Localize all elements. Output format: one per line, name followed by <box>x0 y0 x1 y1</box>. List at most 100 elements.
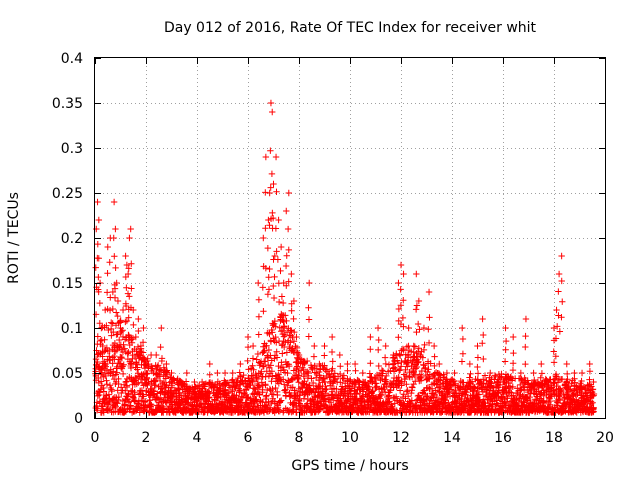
roti-peak-point <box>550 324 558 332</box>
roti-point <box>459 350 467 357</box>
roti-point <box>305 333 312 340</box>
roti-point <box>417 374 424 382</box>
roti-point <box>118 328 125 335</box>
roti-point <box>416 326 423 333</box>
roti-point <box>213 382 221 389</box>
roti-point <box>435 370 443 377</box>
roti-point <box>114 312 121 320</box>
roti-point <box>280 333 288 340</box>
roti-point <box>273 348 280 355</box>
x-tick-label: 20 <box>596 430 614 446</box>
roti-peak-point <box>270 180 277 188</box>
roti-point <box>158 357 166 365</box>
roti-point <box>122 387 129 394</box>
roti-point <box>267 184 274 191</box>
roti-point <box>311 409 319 416</box>
roti-point <box>117 364 125 371</box>
roti-point <box>538 370 546 377</box>
roti-point <box>279 327 287 334</box>
roti-point <box>586 368 594 375</box>
roti-point <box>420 346 428 354</box>
roti-point <box>206 382 214 390</box>
x-tick-label: 10 <box>341 430 359 446</box>
roti-point <box>157 343 164 351</box>
roti-point <box>293 366 300 373</box>
roti-point <box>176 402 183 409</box>
roti-point <box>163 382 170 389</box>
roti-point <box>333 385 340 393</box>
roti-point <box>431 374 438 382</box>
roti-point <box>466 374 473 381</box>
roti-point <box>475 397 483 404</box>
roti-point <box>556 396 564 404</box>
roti-point <box>255 313 263 320</box>
y-tick-label: 0.4 <box>61 51 83 67</box>
roti-peak-point <box>494 378 502 386</box>
roti-point <box>276 407 283 415</box>
roti-point <box>270 282 277 290</box>
roti-point <box>100 388 108 395</box>
roti-point <box>537 374 544 381</box>
roti-point <box>281 387 288 394</box>
roti-point <box>254 375 262 383</box>
roti-peak-point <box>158 324 165 332</box>
roti-point <box>285 246 292 254</box>
roti-point <box>265 274 272 281</box>
roti-point <box>133 347 140 355</box>
roti-point <box>463 389 470 396</box>
roti-peak-point <box>206 360 213 368</box>
roti-point <box>221 387 228 394</box>
roti-point <box>118 354 126 362</box>
roti-point <box>260 362 268 370</box>
roti-point <box>106 397 113 405</box>
roti-point <box>261 347 268 354</box>
roti-point <box>424 392 431 400</box>
roti-point <box>236 369 243 376</box>
roti-point <box>109 372 116 379</box>
y-tick-label: 0.2 <box>61 231 83 247</box>
roti-point <box>109 341 117 349</box>
roti-point <box>289 384 296 391</box>
roti-point <box>415 344 422 352</box>
roti-peak-point <box>410 342 417 350</box>
roti-point <box>193 398 200 405</box>
roti-peak-point <box>295 351 303 359</box>
roti-point <box>522 332 529 340</box>
roti-point <box>398 358 405 366</box>
roti-point <box>555 288 562 295</box>
roti-peak-point <box>260 234 267 242</box>
roti-point <box>273 188 280 195</box>
roti-point <box>132 364 139 371</box>
roti-point <box>366 370 374 377</box>
roti-point <box>479 340 486 347</box>
roti-point <box>474 354 482 361</box>
roti-point <box>152 362 159 369</box>
roti-peak-point <box>344 360 351 368</box>
roti-point <box>526 393 533 401</box>
roti-point <box>122 318 129 326</box>
roti-point <box>272 225 280 232</box>
roti-point <box>444 378 451 385</box>
roti-point <box>106 307 114 314</box>
roti-point <box>316 376 323 384</box>
roti-point <box>92 355 100 363</box>
roti-peak-point <box>590 378 597 386</box>
roti-point <box>95 374 102 382</box>
roti-point <box>403 380 410 388</box>
roti-point <box>359 381 366 388</box>
roti-point <box>280 376 287 383</box>
roti-point <box>125 314 132 321</box>
roti-point <box>240 371 247 379</box>
roti-point <box>287 339 294 346</box>
roti-point <box>141 398 149 405</box>
roti-point <box>288 327 295 335</box>
roti-point <box>345 403 353 411</box>
roti-point <box>201 408 209 415</box>
roti-point <box>509 360 517 367</box>
roti-point <box>265 286 273 293</box>
roti-point <box>97 378 105 385</box>
roti-point <box>397 397 405 404</box>
roti-point <box>262 189 269 196</box>
roti-peak-point <box>288 270 295 278</box>
x-tick-label: 4 <box>193 430 202 446</box>
